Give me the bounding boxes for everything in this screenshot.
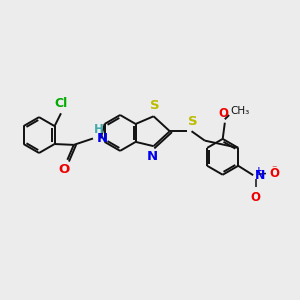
Text: +: + [255, 166, 263, 175]
Text: O: O [218, 107, 228, 120]
Text: S: S [188, 115, 198, 128]
Text: O: O [58, 163, 70, 176]
Text: N: N [254, 169, 265, 182]
Text: S: S [150, 99, 159, 112]
Text: Cl: Cl [55, 97, 68, 110]
Text: H: H [94, 123, 104, 136]
Text: N: N [147, 150, 158, 164]
Text: O: O [269, 167, 279, 180]
Text: N: N [97, 132, 108, 145]
Text: O: O [251, 190, 261, 203]
Text: ⁻: ⁻ [271, 165, 277, 175]
Text: CH₃: CH₃ [230, 106, 249, 116]
